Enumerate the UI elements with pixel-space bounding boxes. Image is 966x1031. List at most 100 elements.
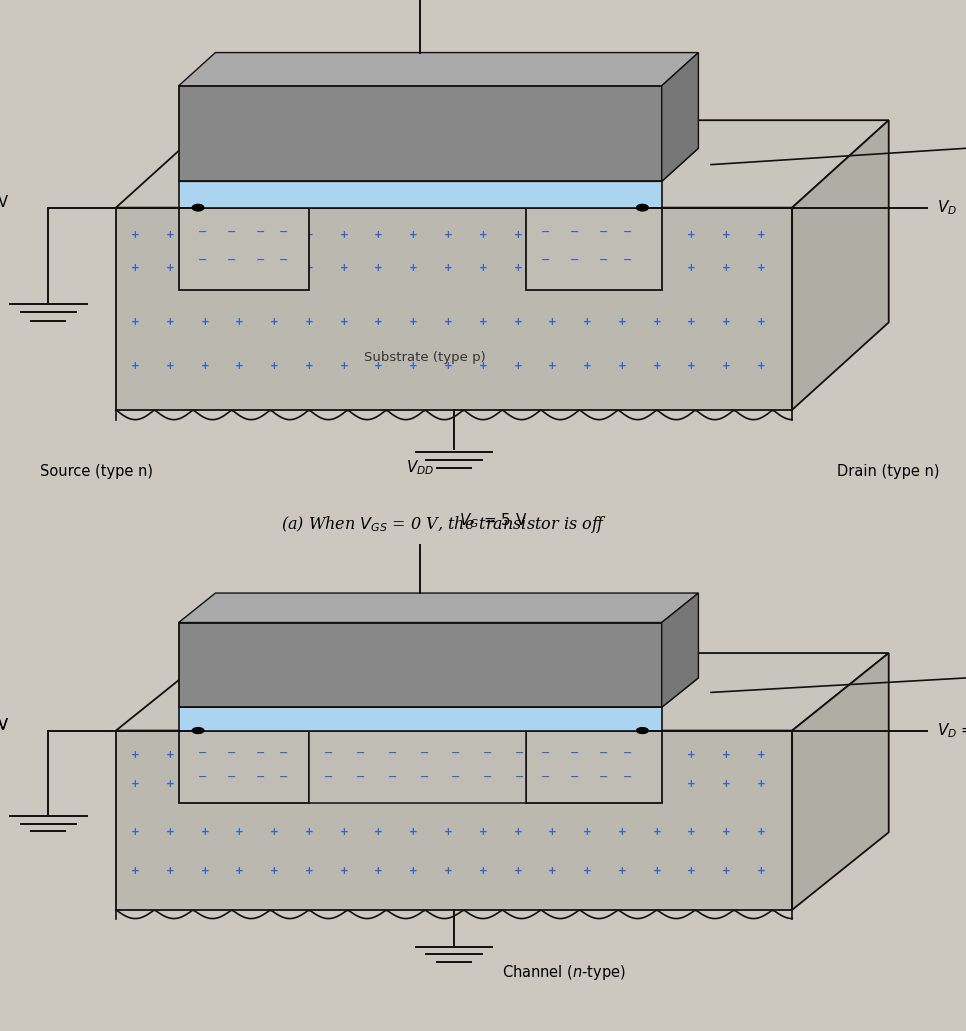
Polygon shape (179, 677, 698, 707)
Text: −: − (623, 747, 633, 758)
Text: +: + (409, 750, 418, 760)
Text: +: + (548, 827, 557, 837)
Text: +: + (374, 750, 384, 760)
Text: +: + (200, 866, 210, 876)
Text: $V_S$ = 0 V: $V_S$ = 0 V (0, 717, 10, 735)
Text: −: − (227, 771, 237, 781)
Text: +: + (722, 827, 731, 837)
Text: +: + (409, 230, 418, 240)
Text: +: + (270, 827, 279, 837)
Polygon shape (179, 148, 698, 181)
Text: +: + (478, 778, 488, 789)
Text: +: + (130, 827, 140, 837)
Text: +: + (652, 750, 662, 760)
Bar (526, 731, 662, 803)
Text: +: + (478, 827, 488, 837)
Text: −: − (541, 255, 551, 265)
Polygon shape (179, 593, 698, 623)
Circle shape (192, 204, 204, 211)
Text: −: − (256, 747, 266, 758)
Text: +: + (374, 361, 384, 371)
Bar (179, 707, 662, 731)
Text: −: − (483, 771, 493, 781)
Text: −: − (419, 771, 429, 781)
Bar (309, 731, 526, 803)
Text: +: + (548, 866, 557, 876)
Text: +: + (374, 827, 384, 837)
Text: +: + (756, 778, 766, 789)
Bar (179, 207, 309, 290)
Text: +: + (130, 318, 140, 328)
Text: +: + (339, 230, 349, 240)
Text: +: + (548, 361, 557, 371)
Polygon shape (116, 121, 889, 207)
Text: +: + (652, 230, 662, 240)
Text: +: + (304, 866, 314, 876)
Text: +: + (374, 263, 384, 273)
Text: +: + (374, 318, 384, 328)
Text: +: + (409, 263, 418, 273)
Bar (179, 731, 309, 803)
Text: Substrate (type p): Substrate (type p) (364, 352, 486, 364)
Text: +: + (652, 318, 662, 328)
Text: +: + (304, 318, 314, 328)
Text: Source (type n): Source (type n) (41, 464, 153, 479)
Text: +: + (200, 318, 210, 328)
Text: +: + (687, 318, 696, 328)
Text: −: − (623, 227, 633, 237)
Text: +: + (513, 750, 523, 760)
Text: +: + (582, 318, 592, 328)
Text: $V_S$ = 0 V: $V_S$ = 0 V (0, 717, 10, 735)
Text: +: + (617, 827, 627, 837)
Text: +: + (756, 866, 766, 876)
Text: +: + (756, 318, 766, 328)
Text: −: − (227, 255, 237, 265)
Text: −: − (227, 747, 237, 758)
Text: +: + (130, 778, 140, 789)
Bar (526, 207, 662, 290)
Text: −: − (570, 771, 580, 781)
Text: +: + (443, 827, 453, 837)
Text: +: + (756, 361, 766, 371)
Text: −: − (515, 771, 525, 781)
Text: +: + (270, 318, 279, 328)
Text: +: + (617, 318, 627, 328)
Text: +: + (478, 866, 488, 876)
Text: −: − (198, 771, 208, 781)
Text: +: + (652, 263, 662, 273)
Polygon shape (662, 593, 698, 707)
Text: +: + (617, 361, 627, 371)
Text: −: − (541, 771, 551, 781)
Text: +: + (165, 263, 175, 273)
Text: $V_S$ = 0 V: $V_S$ = 0 V (0, 193, 10, 211)
Text: +: + (722, 778, 731, 789)
Polygon shape (792, 653, 889, 910)
Text: +: + (548, 318, 557, 328)
Text: +: + (443, 750, 453, 760)
Text: +: + (235, 318, 244, 328)
Text: −: − (278, 747, 288, 758)
Polygon shape (179, 86, 662, 181)
Text: +: + (339, 263, 349, 273)
Polygon shape (116, 731, 792, 910)
Text: +: + (652, 866, 662, 876)
Text: +: + (409, 778, 418, 789)
Circle shape (192, 728, 204, 733)
Text: +: + (478, 318, 488, 328)
Text: +: + (443, 263, 453, 273)
Polygon shape (179, 623, 662, 707)
Text: −: − (599, 227, 609, 237)
Text: +: + (756, 263, 766, 273)
Text: −: − (278, 771, 288, 781)
Text: +: + (165, 361, 175, 371)
Text: +: + (722, 230, 731, 240)
Text: +: + (722, 750, 731, 760)
Text: −: − (278, 227, 288, 237)
Text: −: − (451, 771, 461, 781)
Text: +: + (443, 778, 453, 789)
Text: $V_D$: $V_D$ (937, 198, 957, 217)
Text: +: + (130, 230, 140, 240)
Text: −: − (570, 255, 580, 265)
Text: −: − (227, 227, 237, 237)
Text: $V_{DD}$: $V_{DD}$ (406, 458, 435, 476)
